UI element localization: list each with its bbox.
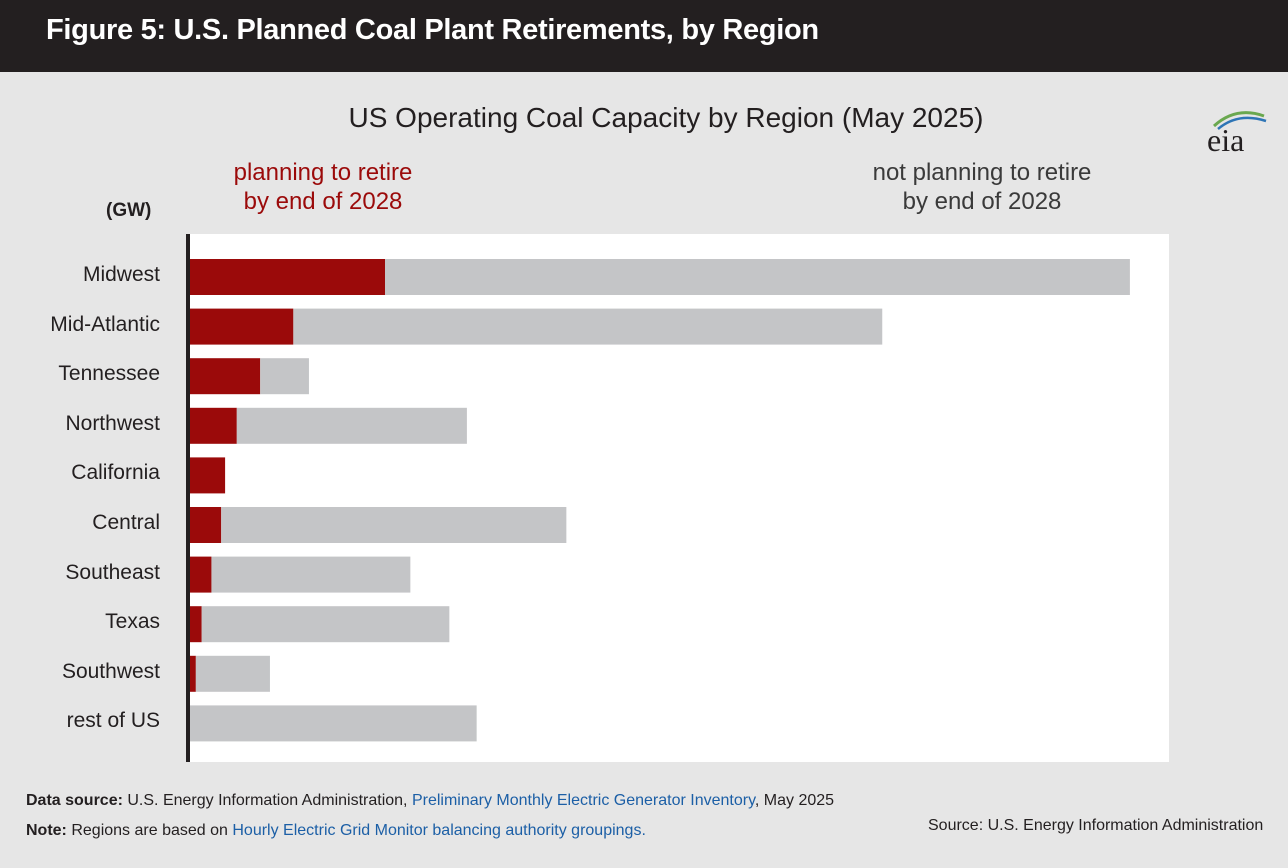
data-source-text: U.S. Energy Information Administration,: [127, 792, 408, 809]
bar-retire-mid-atlantic: [190, 308, 294, 345]
grid-monitor-link[interactable]: Hourly Electric Grid Monitor balancing a…: [232, 822, 646, 839]
category-label: Tennessee: [58, 362, 160, 386]
data-source-label: Data source:: [26, 792, 123, 809]
legend-retire-line-2: by end of 2028: [243, 188, 403, 215]
bar-retire-california: [190, 457, 226, 494]
bar-not-retire-southwest: [195, 655, 270, 692]
category-label: Midwest: [82, 263, 160, 286]
bar-retire-southwest: [190, 655, 196, 692]
category-label: California: [71, 461, 160, 485]
category-label: Texas: [105, 610, 160, 634]
data-source-suffix: , May 2025: [754, 792, 835, 809]
figure-title: Figure 5: U.S. Planned Coal Plant Retire…: [46, 14, 819, 46]
bar-retire-southeast: [190, 556, 212, 593]
category-label: Mid-Atlantic: [50, 312, 160, 336]
note-label: Note:: [26, 822, 67, 839]
legend-retire-line-1: planning to retire: [233, 159, 413, 186]
category-label: rest of US: [66, 709, 160, 733]
bar-retire-central: [190, 507, 222, 543]
bar-not-retire-tennessee: [260, 358, 309, 395]
bar-not-retire-midwest: [385, 259, 1130, 295]
generator-inventory-link[interactable]: Preliminary Monthly Electric Generator I…: [411, 792, 755, 809]
eia-logo-text: eia: [1207, 122, 1244, 154]
bar-not-retire-southeast: [211, 556, 411, 593]
bar-not-retire-northwest: [236, 407, 467, 444]
data-source-line: Data source: U.S. Energy Information Adm…: [26, 792, 834, 810]
legend-not-retire-line-1: not planning to retire: [872, 159, 1092, 186]
note-line: Note: Regions are based on Hourly Electr…: [26, 822, 646, 840]
category-label: Southwest: [61, 659, 160, 683]
bar-retire-midwest: [190, 259, 385, 295]
figure-header: Figure 5: U.S. Planned Coal Plant Retire…: [0, 0, 1288, 72]
legend-retire: planning to retire by end of 2028: [208, 158, 438, 216]
bar-not-retire-texas: [201, 606, 450, 643]
category-label: Central: [92, 511, 160, 534]
y-axis-line: [186, 234, 190, 762]
legend-not-retire-line-2: by end of 2028: [902, 188, 1062, 215]
eia-logo: eia: [1207, 111, 1267, 154]
bar-not-retire-mid-atlantic: [293, 308, 883, 345]
unit-label: (GW): [106, 200, 152, 221]
bar-retire-texas: [190, 606, 202, 643]
source-credit: Source: U.S. Energy Information Administ…: [928, 817, 1264, 834]
bar-retire-northwest: [190, 407, 237, 444]
bar-retire-tennessee: [190, 358, 261, 395]
category-label: Northwest: [65, 411, 160, 435]
bar-not-retire-rest-of-us: [190, 705, 477, 742]
chart-title: US Operating Coal Capacity by Region (Ma…: [348, 102, 984, 133]
bar-not-retire-central: [221, 507, 567, 543]
note-text: Regions are based on: [71, 822, 228, 839]
bar-chart: [186, 234, 1169, 762]
category-label: Southeast: [65, 560, 160, 584]
legend-not-retire: not planning to retire by end of 2028: [842, 158, 1122, 216]
